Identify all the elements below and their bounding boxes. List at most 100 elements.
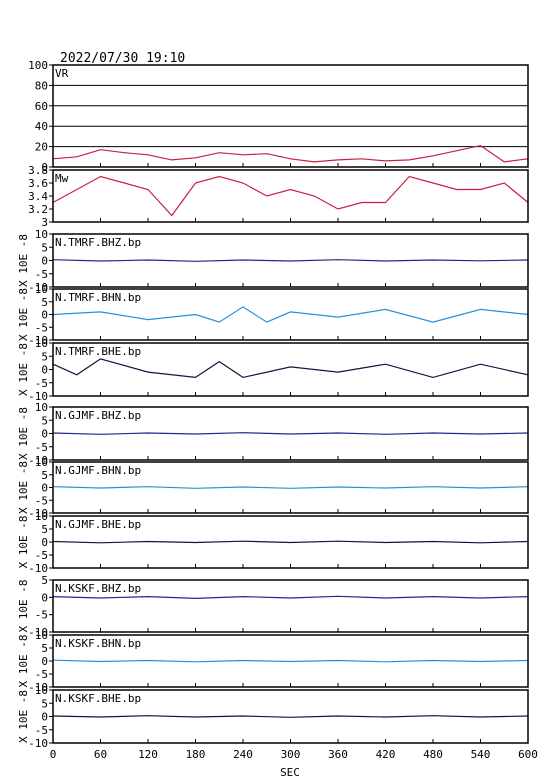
ytick-label-p10-2: 0: [41, 655, 48, 668]
series-line-p7: [52, 486, 529, 489]
panel-label-p9: N.KSKF.BHZ.bp: [55, 582, 141, 595]
ytick-label-p6-3: 5: [41, 414, 48, 427]
xtick-label-3: 180: [186, 748, 206, 761]
panel-mw: 33.23.43.63.8 Mw: [28, 164, 529, 229]
panel-p9: -10 -5 0 5 N.KSKF.BHZ.bp X 10E -8: [17, 574, 529, 639]
ytick-label-p11-0: -10: [28, 737, 48, 750]
ytick-label-p5-4: 10: [35, 337, 48, 350]
panel-label-p6: N.GJMF.BHZ.bp: [55, 409, 141, 422]
ytick-label-p8-1: -5: [35, 549, 48, 562]
ytick-label-vr-2: 40: [35, 120, 48, 133]
ytick-label-p6-1: -5: [35, 441, 48, 454]
panel-label-p4: N.TMRF.BHN.bp: [55, 291, 141, 304]
ytick-label-vr-0: 0: [41, 161, 48, 174]
ytick-label-vr-1: 20: [35, 141, 48, 154]
series-line-p11: [52, 715, 529, 718]
ytick-label-p6-2: 0: [41, 428, 48, 441]
xtick-label-2: 120: [138, 748, 158, 761]
ytick-label-p11-3: 5: [41, 697, 48, 710]
panel-ylabel-p3: X 10E -8: [17, 234, 30, 287]
ytick-label-p10-3: 5: [41, 642, 48, 655]
panel-ylabel-p4: X 10E -8: [17, 288, 30, 341]
panel-ylabel-p7: X 10E -8: [17, 461, 30, 514]
ytick-label-p8-4: 10: [35, 510, 48, 523]
ytick-label-mw-3: 3.6: [28, 177, 48, 190]
series-line-p4: [52, 306, 529, 323]
ytick-label-p10-4: 10: [35, 629, 48, 642]
ytick-label-p11-2: 0: [41, 711, 48, 724]
xtick-label-7: 420: [376, 748, 396, 761]
xtick-label-1: 60: [94, 748, 107, 761]
ytick-label-p4-4: 10: [35, 283, 48, 296]
ytick-label-p7-3: 5: [41, 469, 48, 482]
xtick-label-5: 300: [281, 748, 301, 761]
panel-frame-mw: [52, 169, 529, 223]
ytick-label-mw-0: 3: [41, 216, 48, 229]
ytick-label-p8-2: 0: [41, 536, 48, 549]
ytick-label-p7-1: -5: [35, 494, 48, 507]
panel-ylabel-p9: X 10E -8: [17, 580, 30, 633]
ytick-label-mw-1: 3.2: [28, 203, 48, 216]
panel-label-p7: N.GJMF.BHN.bp: [55, 464, 141, 477]
ytick-label-p3-0: -10: [28, 281, 48, 294]
ytick-label-p4-1: -5: [35, 321, 48, 334]
ytick-label-p3-4: 10: [35, 228, 48, 241]
series-line-p3: [52, 259, 529, 262]
ytick-label-p5-2: 0: [41, 364, 48, 377]
panel-ylabel-p6: X 10E -8: [17, 407, 30, 460]
xtick-label-9: 540: [471, 748, 491, 761]
ytick-label-p6-0: -10: [28, 454, 48, 467]
ytick-label-p5-3: 5: [41, 350, 48, 363]
series-line-p9: [52, 595, 529, 600]
ytick-label-p9-3: 5: [41, 574, 48, 587]
ytick-label-p7-0: -10: [28, 507, 48, 520]
panel-label-p11: N.KSKF.BHE.bp: [55, 692, 141, 705]
ytick-label-p4-0: -10: [28, 334, 48, 347]
panel-label-p3: N.TMRF.BHZ.bp: [55, 236, 141, 249]
panel-label-p8: N.GJMF.BHE.bp: [55, 518, 141, 531]
ytick-label-vr-3: 60: [35, 100, 48, 113]
ytick-label-p10-0: -10: [28, 681, 48, 694]
xtick-label-8: 480: [423, 748, 443, 761]
ytick-label-p3-2: 0: [41, 255, 48, 268]
ytick-label-p3-1: -5: [35, 268, 48, 281]
panel-label-vr: VR: [55, 67, 69, 80]
ytick-label-p4-2: 0: [41, 309, 48, 322]
panel-frame-vr: [52, 64, 529, 168]
ytick-label-p9-0: -10: [28, 626, 48, 639]
panel-label-p5: N.TMRF.BHE.bp: [55, 345, 141, 358]
xtick-label-4: 240: [233, 748, 253, 761]
ytick-label-p6-4: 10: [35, 401, 48, 414]
series-line-p10: [52, 659, 529, 663]
ytick-label-vr-5: 100: [28, 59, 48, 72]
ytick-label-p7-4: 10: [35, 456, 48, 469]
ytick-label-p11-4: 10: [35, 684, 48, 697]
panel-label-mw: Mw: [55, 172, 69, 185]
ytick-label-p3-3: 5: [41, 241, 48, 254]
datetime-title: 2022/07/30 19:10: [60, 51, 185, 66]
panel-ylabel-p8: X 10E -8: [17, 516, 30, 569]
panel-label-p10: N.KSKF.BHN.bp: [55, 637, 141, 650]
x-axis-label: SEC: [280, 766, 300, 779]
ytick-label-p11-1: -5: [35, 724, 48, 737]
ytick-label-vr-4: 80: [35, 79, 48, 92]
panel-ylabel-p11: X 10E -8: [17, 690, 30, 743]
series-line-p5: [52, 358, 529, 379]
ytick-label-p10-1: -5: [35, 668, 48, 681]
series-line-p6: [52, 432, 529, 435]
ytick-label-p5-0: -10: [28, 390, 48, 403]
ytick-label-p4-3: 5: [41, 296, 48, 309]
ytick-label-p5-1: -5: [35, 377, 48, 390]
series-line-p8: [52, 540, 529, 544]
xtick-label-0: 0: [50, 748, 57, 761]
panel-ylabel-p5: X 10E -8: [17, 343, 30, 396]
